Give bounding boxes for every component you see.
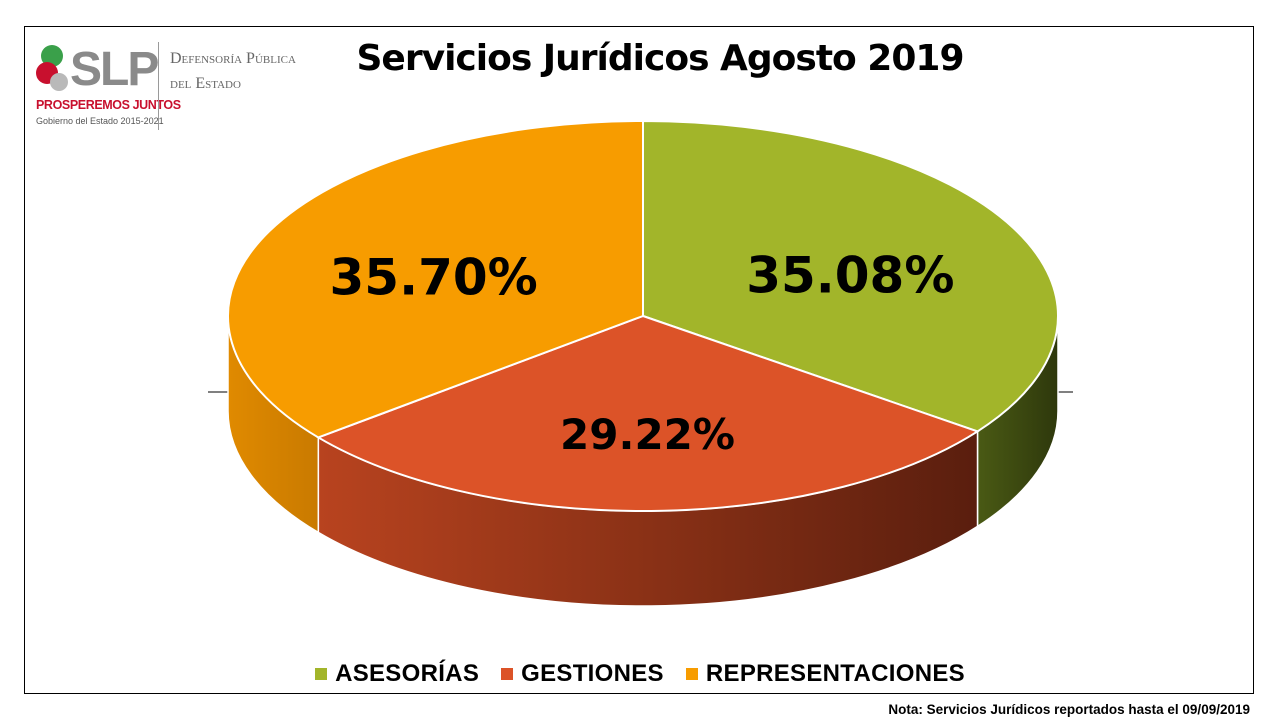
logo-org-name: Defensoría Pública del Estado <box>170 46 296 96</box>
pie-label-representaciones: 35.70% <box>330 249 538 307</box>
legend-entry-asesorías: ASESORÍAS <box>315 660 479 688</box>
pie-label-gestiones: 29.22% <box>560 410 735 459</box>
chart-title: Servicios Jurídicos Agosto 2019 <box>356 38 965 79</box>
pie-slice-gestiones <box>315 314 980 513</box>
logo-gobierno: Gobierno del Estado 2015-2021 <box>36 116 164 126</box>
legend-label: ASESORÍAS <box>335 660 480 687</box>
legend-entry-gestiones: GESTIONES <box>501 660 664 688</box>
footnote: Nota: Servicios Jurídicos reportados has… <box>888 702 1250 717</box>
logo-abbr: SLP <box>70 43 159 96</box>
pie-slice-asesorías <box>642 119 1059 433</box>
slp-logo-icon <box>36 45 68 91</box>
slide-frame <box>24 26 1254 694</box>
pie-label-asesorías: 35.08% <box>746 247 954 305</box>
legend-label: GESTIONES <box>521 660 664 687</box>
logo-divider <box>158 42 159 130</box>
legend: ASESORÍAS GESTIONES REPRESENTACIONES <box>0 658 1280 690</box>
legend-swatch <box>501 668 514 680</box>
legend-swatch <box>315 668 328 680</box>
logo-slogan: PROSPEREMOS JUNTOS <box>36 98 181 112</box>
logo: SLP PROSPEREMOS JUNTOS Gobierno del Esta… <box>34 38 334 138</box>
legend-label: REPRESENTACIONES <box>705 660 965 687</box>
legend-entry-representaciones: REPRESENTACIONES <box>685 660 965 688</box>
logo-org-line2: del Estado <box>170 75 241 92</box>
logo-org-line1: Defensoría Pública <box>170 50 296 67</box>
legend-swatch <box>685 668 698 680</box>
pie-slice-representaciones <box>227 119 644 439</box>
